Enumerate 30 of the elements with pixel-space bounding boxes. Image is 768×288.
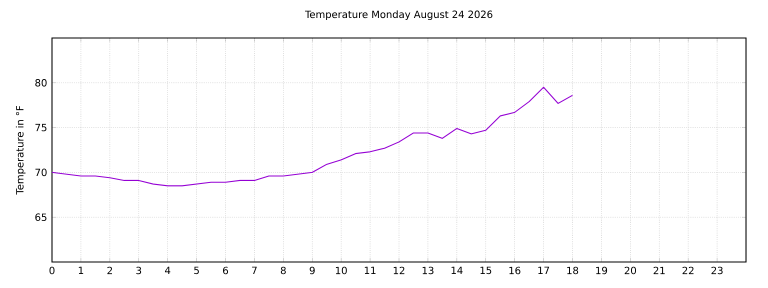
x-tick-label: 10	[336, 266, 347, 274]
x-tick-label: 3	[136, 266, 142, 274]
x-tick-label: 17	[538, 266, 550, 274]
x-tick-label: 22	[682, 266, 694, 274]
x-tick-label: 11	[364, 266, 376, 274]
x-tick-label: 21	[654, 266, 665, 274]
x-tick-label: 14	[452, 266, 463, 274]
y-tick-label: 75	[35, 124, 46, 132]
x-tick-label: 6	[223, 266, 228, 274]
chart-title: Temperature Monday August 24 2026	[304, 10, 492, 20]
x-tick-label: 19	[596, 266, 608, 274]
x-tick-label: 13	[422, 266, 434, 274]
x-tick-label: 12	[394, 266, 404, 274]
x-tick-label: 18	[567, 266, 578, 274]
x-tick-label: 0	[50, 266, 54, 274]
y-axis-title: Temperature in °F	[16, 106, 26, 195]
y-tick-label: 65	[35, 213, 46, 221]
y-tick-label: 80	[35, 79, 47, 87]
x-tick-label: 1	[78, 266, 84, 274]
x-tick-label: 4	[164, 266, 170, 274]
x-tick-label: 9	[310, 266, 315, 274]
x-tick-label: 15	[480, 266, 492, 274]
x-tick-label: 16	[509, 266, 520, 274]
x-tick-label: 20	[624, 266, 636, 274]
x-tick-label: 2	[107, 266, 112, 274]
y-tick-label: 70	[35, 168, 47, 176]
x-tick-label: 8	[280, 266, 286, 274]
x-tick-label: 5	[194, 266, 199, 274]
x-tick-label: 23	[711, 266, 723, 274]
x-tick-label: 7	[252, 266, 257, 274]
